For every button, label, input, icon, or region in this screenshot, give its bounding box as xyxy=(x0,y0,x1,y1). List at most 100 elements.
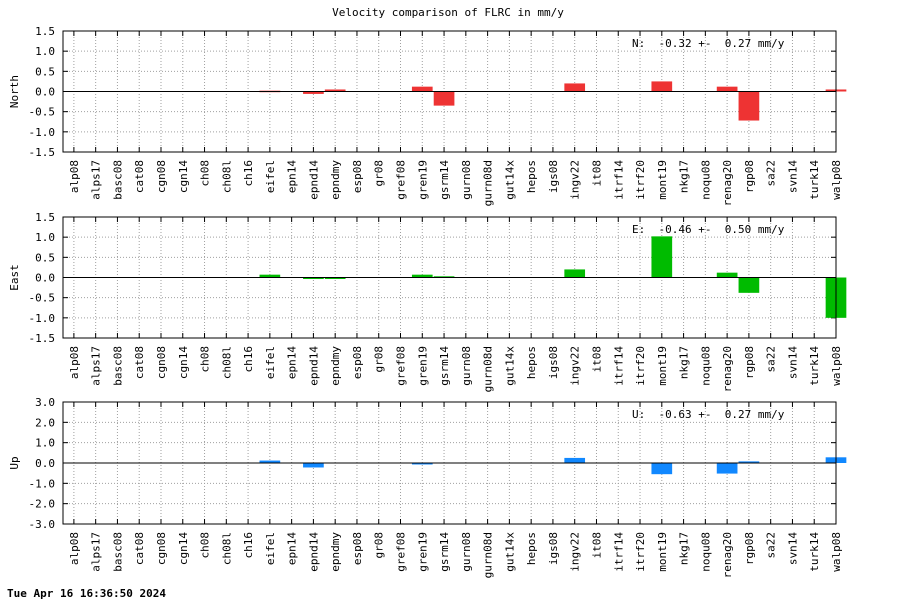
xtick-label-renag20: renag20 xyxy=(721,160,734,206)
xtick-label-cat08: cat08 xyxy=(133,160,146,193)
xtick-label-gurn08: gurn08 xyxy=(460,532,473,572)
y-axis-label: Up xyxy=(8,456,21,469)
xtick-label-basc08: basc08 xyxy=(111,532,124,572)
plot-frame xyxy=(62,30,837,153)
xtick-label-itrf20: itrf20 xyxy=(634,532,647,572)
xtick-label-esp08: esp08 xyxy=(351,346,364,379)
xtick-label-walp08: walp08 xyxy=(830,532,843,572)
ytick-label: 1.5 xyxy=(35,211,55,224)
bar-mont19 xyxy=(651,81,673,92)
xtick-label-turk14: turk14 xyxy=(808,532,821,572)
xtick-label-ingv22: ingv22 xyxy=(569,160,582,200)
xtick-label-gurn08d: gurn08d xyxy=(482,160,495,206)
xtick-label-noqu08: noqu08 xyxy=(699,532,712,572)
xtick-label-cat08: cat08 xyxy=(133,346,146,379)
bar-renag20 xyxy=(716,463,738,474)
xtick-label-hepos: hepos xyxy=(525,532,538,565)
plot-frame xyxy=(62,216,837,339)
bar-gren19 xyxy=(411,274,433,278)
bar-epnd14 xyxy=(303,277,324,279)
stat-annotation: E: -0.46 +- 0.50 mm/y xyxy=(632,223,785,236)
xtick-label-gsrm14: gsrm14 xyxy=(438,532,451,572)
xtick-label-eifel: eifel xyxy=(264,346,277,379)
xtick-label-ch16: ch16 xyxy=(242,346,255,373)
xtick-label-cgn14: cgn14 xyxy=(177,160,190,193)
xtick-label-mont19: mont19 xyxy=(656,532,669,572)
xtick-label-gut14x: gut14x xyxy=(503,532,516,572)
ytick-label: -3.0 xyxy=(29,518,56,531)
bar-mont19 xyxy=(651,463,673,475)
panel-east: -1.5 -1.0 -0.5 0.0 0.5 1.0 1.5 alp08 alps17 basc0… xyxy=(8,211,847,392)
xtick-label-epndmy: epndmy xyxy=(329,346,342,386)
xtick-label-nkg17: nkg17 xyxy=(678,346,691,379)
xtick-label-it08: it08 xyxy=(590,346,603,373)
bar-ingv22 xyxy=(564,457,586,463)
xtick-label-rgp08: rgp08 xyxy=(743,346,756,379)
panel-up: -3.0 -2.0 -1.0 0.0 1.0 2.0 3.0 alp08 alps17 basc0… xyxy=(8,396,847,578)
xtick-label-itrf20: itrf20 xyxy=(634,346,647,386)
xtick-label-igs08: igs08 xyxy=(547,532,560,565)
y-axis-label: East xyxy=(8,264,21,291)
xtick-label-ch16: ch16 xyxy=(242,532,255,559)
xtick-label-gr08: gr08 xyxy=(373,532,386,559)
bar-eifel xyxy=(259,460,281,463)
xtick-label-gren19: gren19 xyxy=(416,160,429,200)
xtick-label-epn14: epn14 xyxy=(286,532,299,565)
xtick-label-alp08: alp08 xyxy=(68,532,81,565)
bar-mont19 xyxy=(651,236,673,278)
xtick-label-gut14x: gut14x xyxy=(503,346,516,386)
xtick-label-gurn08: gurn08 xyxy=(460,160,473,200)
xtick-label-turk14: turk14 xyxy=(808,160,821,200)
xtick-label-igs08: igs08 xyxy=(547,160,560,193)
ytick-label: -1.5 xyxy=(29,332,56,345)
xtick-label-noqu08: noqu08 xyxy=(699,346,712,386)
ytick-label: 0.0 xyxy=(35,272,55,285)
stat-annotation: U: -0.63 +- 0.27 mm/y xyxy=(632,408,785,421)
bar-epndmy xyxy=(324,277,346,279)
ytick-label: -0.5 xyxy=(29,292,56,305)
xtick-label-alp08: alp08 xyxy=(68,160,81,193)
xtick-label-gref08: gref08 xyxy=(395,532,408,572)
xtick-label-epn14: epn14 xyxy=(286,346,299,379)
xtick-label-gref08: gref08 xyxy=(395,160,408,200)
ytick-label: 0.0 xyxy=(35,86,55,99)
xtick-label-gren19: gren19 xyxy=(416,532,429,572)
xtick-label-itrf14: itrf14 xyxy=(612,346,625,386)
xtick-label-gr08: gr08 xyxy=(373,160,386,187)
xtick-label-walp08: walp08 xyxy=(830,160,843,200)
xtick-label-walp08: walp08 xyxy=(830,346,843,386)
stat-annotation: N: -0.32 +- 0.27 mm/y xyxy=(632,37,785,50)
ytick-label: 1.5 xyxy=(35,25,55,38)
chart-panels: -1.5 -1.0 -0.5 0.0 0.5 1.0 1.5 alp08 alps17 basc0… xyxy=(8,25,847,578)
xtick-label-sa22: sa22 xyxy=(765,532,778,559)
bar-ingv22 xyxy=(564,83,586,92)
xtick-label-cgn08: cgn08 xyxy=(155,160,168,193)
bar-gren19 xyxy=(411,463,433,465)
xtick-label-epndmy: epndmy xyxy=(329,160,342,200)
xtick-label-gref08: gref08 xyxy=(395,346,408,386)
ytick-label: -1.5 xyxy=(29,146,56,159)
ytick-label: 0.5 xyxy=(35,65,55,78)
xtick-label-svn14: svn14 xyxy=(786,532,799,565)
xtick-label-hepos: hepos xyxy=(525,346,538,379)
xtick-label-mont19: mont19 xyxy=(656,346,669,386)
xtick-label-gut14x: gut14x xyxy=(503,160,516,200)
xtick-label-ch08l: ch08l xyxy=(220,532,233,565)
xtick-label-sa22: sa22 xyxy=(765,346,778,373)
bar-rgp08 xyxy=(738,461,760,463)
xtick-label-mont19: mont19 xyxy=(656,160,669,200)
ytick-label: 1.0 xyxy=(35,231,55,244)
bar-renag20 xyxy=(716,86,738,92)
xtick-label-epndmy: epndmy xyxy=(329,532,342,572)
xtick-label-ingv22: ingv22 xyxy=(569,346,582,386)
bar-gsrm14 xyxy=(433,91,455,106)
bar-gren19 xyxy=(411,86,433,92)
xtick-label-ch08: ch08 xyxy=(199,160,212,187)
xtick-label-esp08: esp08 xyxy=(351,532,364,565)
ytick-label: -1.0 xyxy=(29,477,56,490)
plot-frame xyxy=(62,401,837,525)
xtick-label-gurn08d: gurn08d xyxy=(482,346,495,392)
xtick-label-epnd14: epnd14 xyxy=(307,346,320,386)
xtick-label-ch08l: ch08l xyxy=(220,160,233,193)
